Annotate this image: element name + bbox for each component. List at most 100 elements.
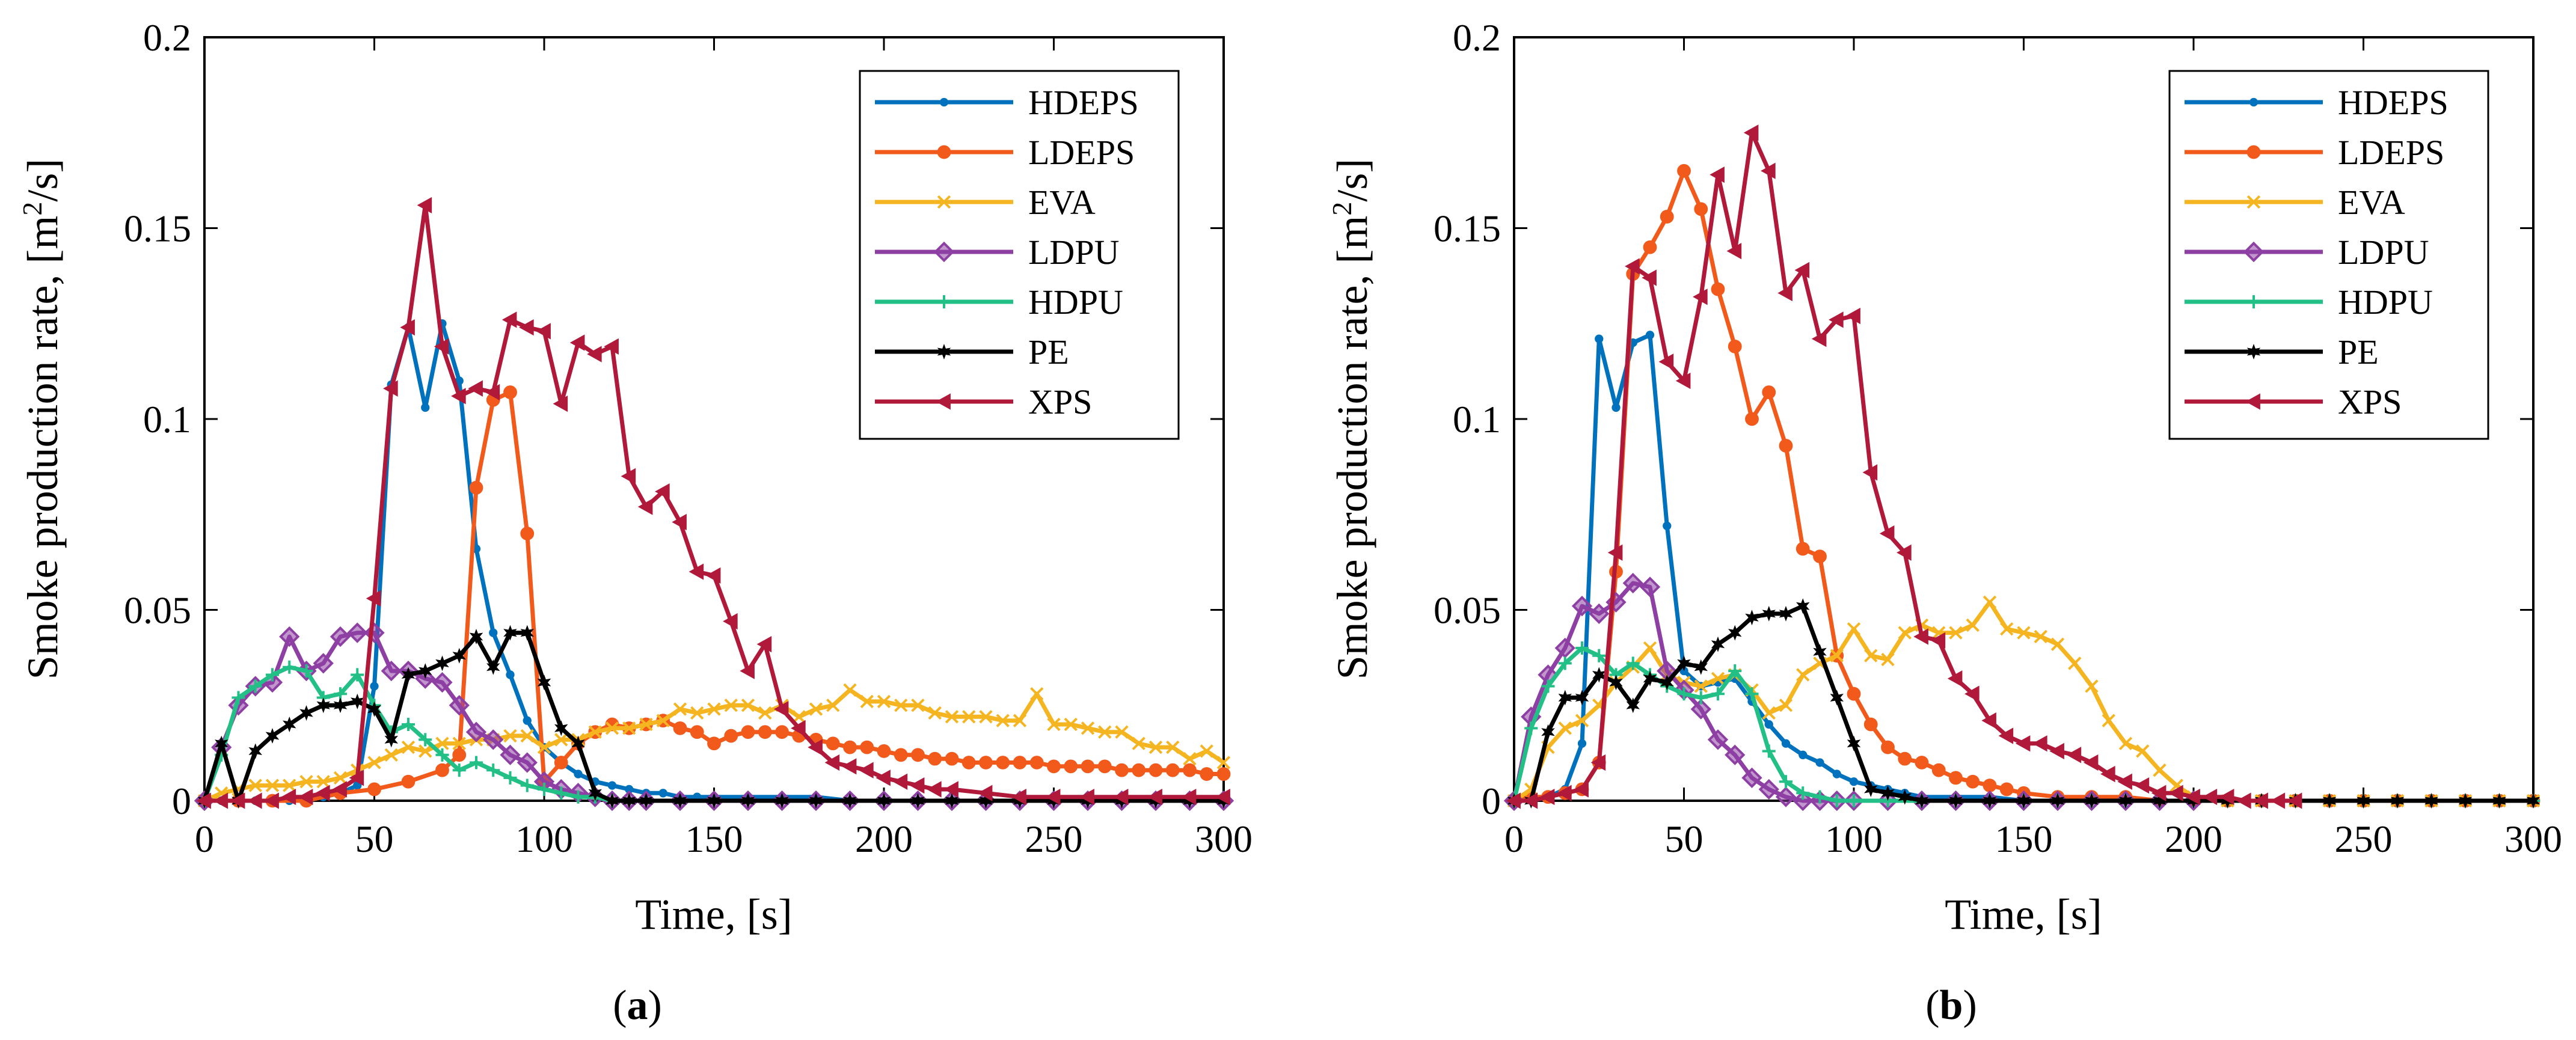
data-point — [1643, 641, 1657, 655]
data-point — [435, 748, 449, 762]
data-point — [486, 763, 500, 777]
data-point — [1047, 717, 1061, 732]
legend-label: HDEPS — [2338, 83, 2449, 122]
data-point — [401, 667, 416, 683]
data-point — [843, 793, 857, 809]
data-point — [1743, 124, 1759, 141]
legend-entry-ldeps: LDEPS — [875, 133, 1135, 172]
data-point — [1931, 763, 1946, 777]
legend-label: HDPU — [2338, 283, 2433, 322]
data-point — [537, 740, 551, 754]
data-point — [2526, 793, 2541, 809]
data-point — [2000, 622, 2014, 636]
y-tick-label: 0 — [172, 780, 191, 822]
data-point — [419, 744, 432, 758]
data-point — [2390, 793, 2405, 809]
data-point — [232, 691, 245, 705]
data-point — [1813, 549, 1827, 563]
data-point — [435, 763, 449, 777]
data-point — [469, 756, 483, 769]
data-point — [1590, 754, 1606, 771]
data-point — [1913, 628, 1928, 645]
data-point — [248, 679, 262, 693]
data-point — [1796, 598, 1810, 614]
data-point — [1523, 792, 1538, 809]
data-point — [468, 380, 483, 397]
data-point — [1847, 735, 1861, 751]
data-point — [1879, 525, 1895, 542]
y-ticks: 0 0.05 0.1 0.15 0.2 — [1434, 16, 2533, 822]
legend-label: HDPU — [1028, 283, 1123, 322]
data-point — [1595, 334, 1604, 343]
data-point — [1881, 652, 1895, 667]
data-point — [979, 756, 993, 769]
data-point — [316, 697, 330, 714]
data-point — [2034, 629, 2047, 644]
data-point — [1677, 687, 1691, 701]
data-point — [1166, 740, 1180, 754]
data-point — [756, 636, 772, 653]
data-point — [1728, 664, 1742, 678]
data-point — [1745, 412, 1759, 426]
data-point — [332, 781, 347, 798]
data-point — [1777, 284, 1792, 302]
data-point — [1981, 712, 1996, 729]
data-point — [469, 629, 483, 644]
legend-entry-xps: XPS — [875, 382, 1092, 421]
data-point — [2102, 714, 2115, 727]
data-point — [554, 733, 568, 747]
data-point — [1183, 751, 1197, 766]
data-point — [489, 628, 498, 637]
data-point — [758, 725, 772, 739]
data-point — [1626, 656, 1640, 670]
x-ticks: 0 50 100 150 200 250 300 — [1504, 37, 2562, 860]
legend-label: EVA — [2338, 183, 2405, 222]
data-point — [571, 790, 585, 804]
data-point — [1792, 790, 1814, 812]
data-point — [1711, 687, 1725, 701]
data-point — [877, 694, 891, 709]
data-point — [571, 735, 585, 751]
data-point — [449, 695, 470, 716]
data-point — [808, 739, 823, 756]
data-point — [1710, 166, 1725, 183]
data-point — [2424, 793, 2438, 809]
legend-label: LDEPS — [2338, 133, 2444, 172]
data-point — [843, 740, 857, 754]
data-point — [2032, 735, 2047, 752]
y-tick-label: 0.2 — [143, 16, 191, 59]
panel-b: 0 50 100 150 200 250 300 0 0.05 0.1 0.15 0.2 Time,… — [1326, 16, 2562, 1029]
data-point — [1815, 758, 1824, 767]
x-tick-label: 300 — [2504, 818, 2562, 860]
data-point — [1575, 714, 1589, 727]
legend-entry-eva: EVA — [2185, 183, 2405, 222]
data-point — [860, 694, 874, 709]
data-point — [1799, 750, 1808, 759]
data-point — [401, 717, 416, 732]
data-point — [333, 697, 348, 714]
data-point — [2202, 789, 2218, 806]
data-point — [1626, 697, 1640, 714]
data-point — [503, 771, 517, 785]
data-point — [503, 729, 517, 743]
data-point — [248, 778, 262, 792]
data-point — [826, 699, 840, 712]
data-point — [215, 735, 228, 751]
data-point — [230, 792, 245, 809]
data-point — [1030, 687, 1044, 701]
data-point — [1577, 739, 1587, 748]
data-point — [1898, 751, 1912, 766]
data-point — [1181, 789, 1197, 806]
data-point — [432, 672, 453, 693]
legend-entry-eva: EVA — [875, 183, 1096, 222]
data-point — [451, 388, 466, 405]
data-point — [724, 729, 738, 743]
data-point — [1690, 699, 1711, 720]
data-point — [1539, 789, 1555, 806]
data-point — [996, 714, 1010, 727]
data-point — [1949, 771, 1963, 785]
data-point — [1064, 759, 1078, 774]
data-point — [265, 668, 280, 682]
data-point — [1081, 721, 1095, 735]
data-point — [1064, 717, 1078, 732]
